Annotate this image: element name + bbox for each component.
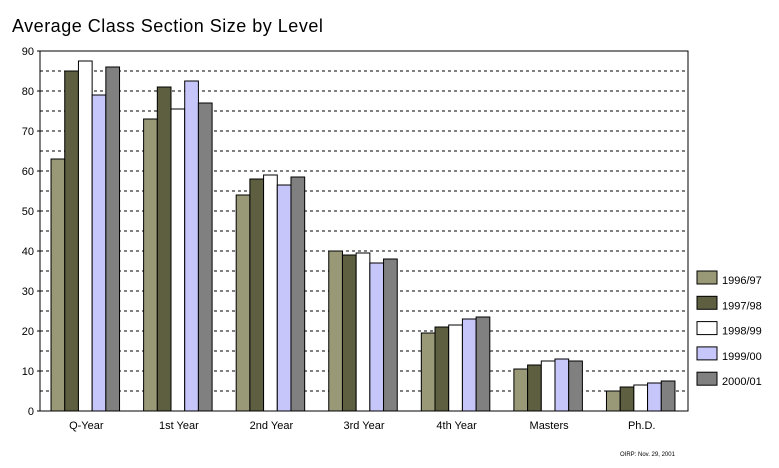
legend-swatch	[696, 346, 718, 361]
bar	[156, 86, 172, 412]
category-label: 4th Year	[436, 420, 477, 432]
bar	[420, 332, 436, 412]
bar	[513, 368, 529, 412]
y-tick-label: 50	[22, 206, 34, 218]
bar	[276, 184, 292, 412]
category-label: 3rd Year	[344, 420, 385, 432]
y-tick-label: 60	[22, 166, 34, 178]
legend-label: 1997/98	[722, 300, 762, 312]
category-label: 1st Year	[159, 420, 199, 432]
legend-label: 1999/00	[722, 351, 762, 363]
category-label: 2nd Year	[250, 420, 294, 432]
bar	[448, 324, 463, 412]
legend-swatch	[696, 295, 718, 310]
x-axis: Q-Year 1st Year 2nd Year 3rd Year 4th Year Ma…	[69, 420, 655, 432]
bar	[341, 254, 357, 412]
bar	[143, 118, 158, 412]
bar	[197, 102, 213, 412]
legend-label: 1998/99	[722, 326, 762, 338]
category-label: Masters	[530, 420, 570, 432]
bar	[619, 386, 635, 412]
bar	[50, 158, 66, 412]
bar	[184, 80, 199, 412]
y-tick-label: 70	[22, 126, 34, 138]
bar	[355, 252, 371, 412]
category-label: Q-Year	[69, 420, 104, 432]
bar	[568, 360, 583, 412]
bar	[461, 318, 477, 412]
category-label: Ph.D.	[628, 420, 656, 432]
y-tick-label: 20	[22, 326, 34, 338]
bar	[64, 70, 79, 412]
bar	[77, 60, 93, 412]
y-axis: 0 10 20 30 40 50 60 70 80 90	[22, 46, 40, 418]
bar	[105, 66, 121, 412]
legend-swatch	[696, 270, 718, 285]
bar	[249, 178, 265, 412]
legend-swatch	[696, 321, 718, 336]
bar	[170, 108, 186, 412]
y-tick-label: 80	[22, 86, 34, 98]
y-tick-label: 40	[22, 246, 34, 258]
y-tick-label: 10	[22, 366, 34, 378]
legend-label: 2000/01	[722, 376, 762, 388]
bar	[235, 194, 251, 412]
y-tick-label: 30	[22, 286, 34, 298]
bar	[383, 258, 398, 412]
chart-title: Average Class Section Size by Level	[12, 16, 323, 36]
legend: 1996/97 1997/98 1998/99 1999/00 2000/01	[696, 270, 762, 388]
bar	[290, 176, 306, 412]
footnote: OIRP: Nov. 29, 2001	[620, 452, 676, 458]
bar	[605, 390, 621, 412]
bar	[527, 364, 542, 412]
plot-frame	[39, 50, 689, 412]
bar	[475, 316, 491, 412]
bars	[50, 60, 676, 412]
bar	[369, 262, 385, 412]
legend-label: 1996/97	[722, 275, 762, 287]
bar	[263, 174, 278, 412]
bar	[540, 360, 556, 412]
bar	[434, 326, 450, 412]
bar	[328, 250, 343, 412]
bar	[554, 358, 570, 412]
bar	[91, 94, 107, 412]
bar	[660, 380, 676, 412]
bar	[633, 384, 649, 412]
y-tick-label: 90	[22, 46, 34, 58]
legend-swatch	[696, 371, 718, 386]
bar	[647, 382, 662, 412]
y-tick-label: 0	[28, 406, 34, 418]
